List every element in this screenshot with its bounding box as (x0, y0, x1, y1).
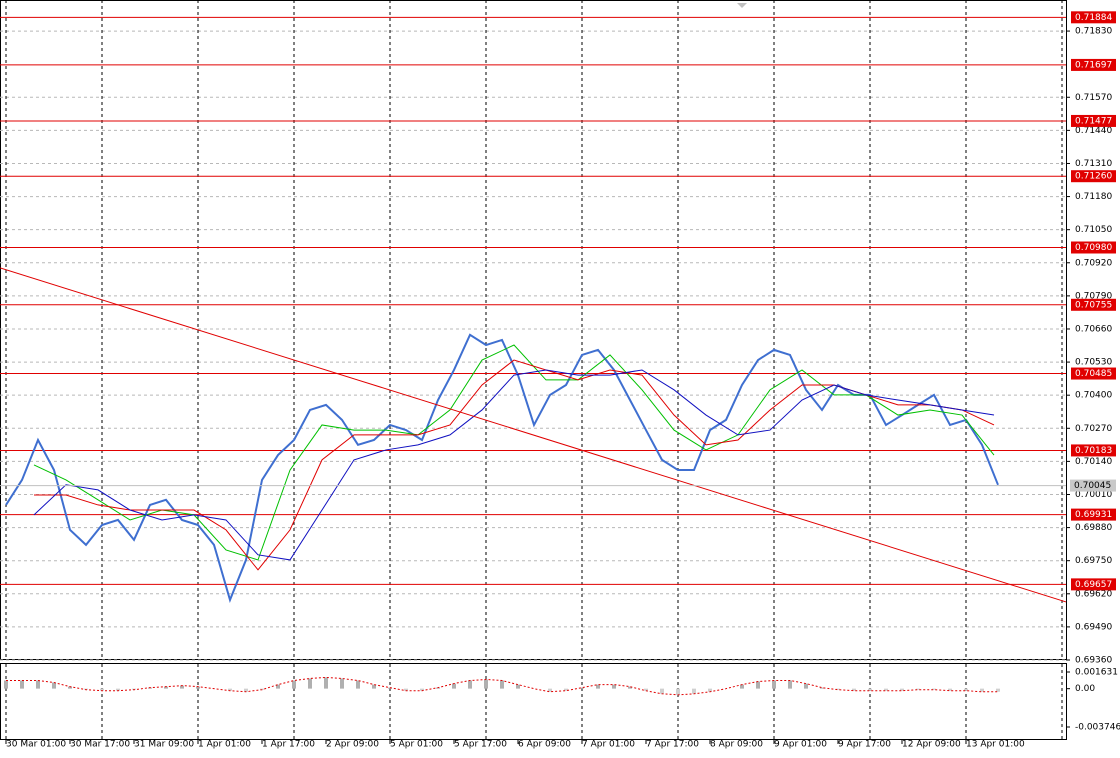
y-tick-label: 0.69750 (1075, 556, 1112, 566)
level-box (1071, 367, 1116, 380)
level-label: 0.70980 (1075, 243, 1112, 253)
y-tick-label: 0.71830 (1075, 27, 1112, 37)
level-label: 0.71477 (1075, 116, 1112, 126)
y-tick-label: 0.70790 (1075, 291, 1112, 301)
price-line (33, 369, 995, 561)
x-tick-label: 1 Apr 17:00 (262, 740, 315, 750)
level-box (1071, 444, 1116, 457)
level-box (1071, 578, 1116, 591)
y-tick-label: 0.70140 (1075, 457, 1112, 467)
level-box (1071, 508, 1116, 521)
x-tick-label: 1 Apr 01:00 (198, 740, 251, 750)
y-tick-label: 0.70270 (1075, 424, 1112, 434)
x-tick-label: 30 Mar 17:00 (70, 740, 130, 750)
x-tick-label: 9 Apr 17:00 (838, 740, 891, 750)
main-panel (0, 0, 1067, 660)
shift-marker (737, 3, 747, 8)
level-label: 0.70755 (1075, 300, 1112, 310)
y-tick-label: 0.70920 (1075, 258, 1112, 268)
osc-tick-label: -0.003746 (1075, 722, 1120, 732)
x-tick-label: 31 Mar 09:00 (134, 740, 194, 750)
x-tick-label: 7 Apr 01:00 (582, 740, 635, 750)
level-label: 0.71697 (1075, 60, 1112, 70)
y-tick-label: 0.70400 (1075, 391, 1112, 401)
level-label: 0.70183 (1075, 446, 1112, 456)
x-tick-label: 5 Apr 01:00 (390, 740, 443, 750)
y-tick-label: 0.70660 (1075, 324, 1112, 334)
level-box (1071, 114, 1116, 127)
y-tick-label: 0.71570 (1075, 93, 1112, 103)
y-tick-label: 0.71440 (1075, 126, 1112, 136)
y-tick-label: 0.70530 (1075, 358, 1112, 368)
level-box (1071, 11, 1116, 24)
level-label: 0.69931 (1075, 510, 1112, 520)
x-tick-label: 7 Apr 17:00 (646, 740, 699, 750)
level-box (1071, 170, 1116, 183)
current-price-label: 0.70045 (1074, 481, 1111, 491)
level-box (1071, 298, 1116, 311)
current-price-box (1070, 479, 1116, 492)
y-tick-label: 0.69360 (1075, 656, 1112, 666)
level-box (1071, 241, 1116, 254)
y-tick-label: 0.71050 (1075, 225, 1112, 235)
level-box (1071, 58, 1116, 71)
y-tick-label: 0.71310 (1075, 159, 1112, 169)
level-label: 0.71260 (1075, 172, 1112, 182)
x-tick-label: 5 Apr 17:00 (454, 740, 507, 750)
x-tick-label: 30 Mar 01:00 (6, 740, 66, 750)
x-tick-label: 6 Apr 09:00 (518, 740, 571, 750)
y-tick-label: 0.69490 (1075, 622, 1112, 632)
level-label: 0.70485 (1075, 369, 1112, 379)
y-tick-label: 0.71180 (1075, 192, 1112, 202)
y-tick-label: 0.69620 (1075, 589, 1112, 599)
y-tick-label: 0.70010 (1075, 490, 1112, 500)
x-tick-label: 8 Apr 09:00 (710, 740, 763, 750)
level-label: 0.69657 (1075, 580, 1112, 590)
osc-tick-label: 0.00 (1075, 684, 1095, 694)
x-tick-label: 13 Apr 01:00 (966, 740, 1025, 750)
price-line (0, 267, 1067, 603)
x-tick-label: 12 Apr 09:00 (902, 740, 961, 750)
osc-line (6, 676, 998, 696)
oscillator-panel (0, 663, 1067, 740)
y-tick-label: 0.69880 (1075, 523, 1112, 533)
x-tick-label: 2 Apr 09:00 (326, 740, 379, 750)
osc-tick-label: 0.001631 (1075, 667, 1118, 677)
level-label: 0.71884 (1075, 13, 1112, 23)
x-tick-label: 9 Apr 01:00 (774, 740, 827, 750)
